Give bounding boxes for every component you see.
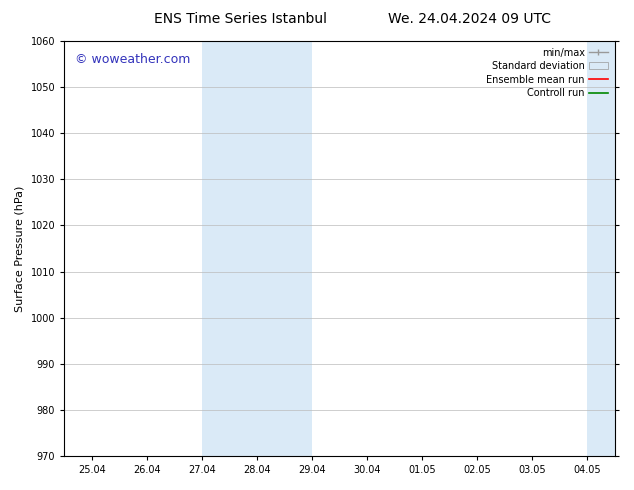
Text: ENS Time Series Istanbul: ENS Time Series Istanbul (155, 12, 327, 26)
Legend: min/max, Standard deviation, Ensemble mean run, Controll run: min/max, Standard deviation, Ensemble me… (484, 46, 610, 100)
Bar (202, 41, 312, 456)
Text: We. 24.04.2024 09 UTC: We. 24.04.2024 09 UTC (387, 12, 551, 26)
Bar (587, 41, 615, 456)
Y-axis label: Surface Pressure (hPa): Surface Pressure (hPa) (15, 185, 25, 312)
Text: © woweather.com: © woweather.com (75, 53, 191, 67)
